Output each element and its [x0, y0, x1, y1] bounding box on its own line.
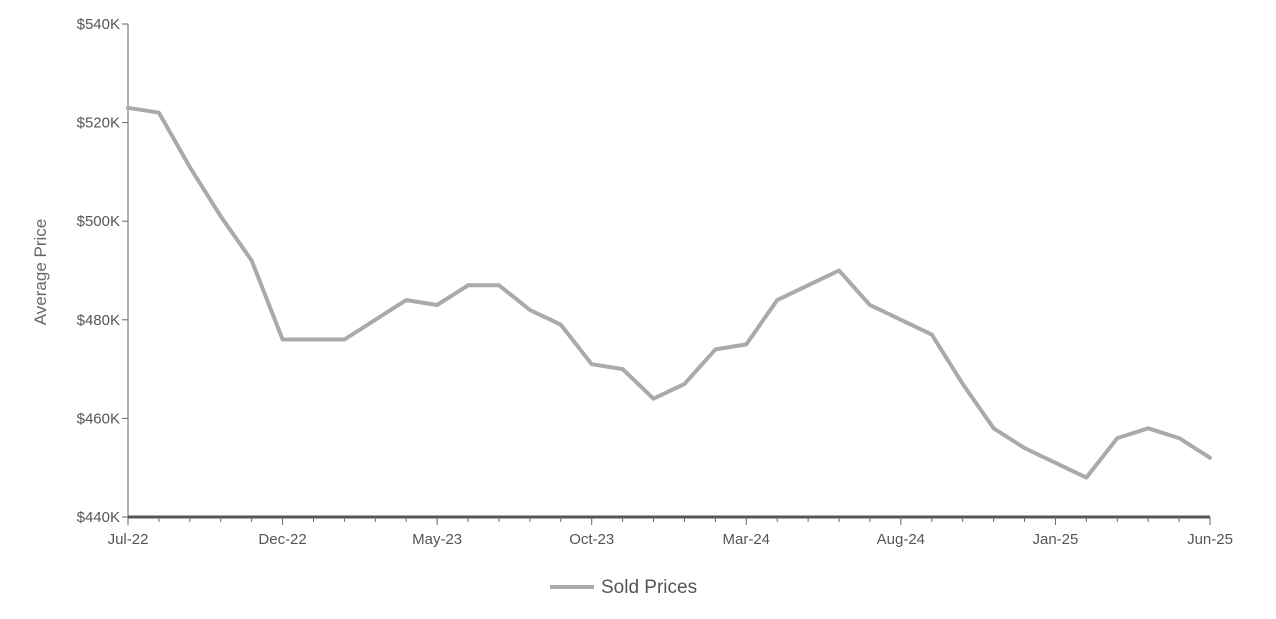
- y-tick-label: $500K: [77, 213, 120, 230]
- series-line-sold-prices: [126, 105, 1212, 480]
- y-tick-label: $480K: [77, 312, 120, 329]
- legend-label-sold-prices: Sold Prices: [601, 577, 697, 598]
- y-tick-label: $440K: [77, 509, 120, 526]
- x-tick-label: Oct-23: [569, 531, 614, 548]
- y-axis: $440K $460K $480K $500K $520K $540K: [77, 16, 129, 526]
- legend[interactable]: Sold Prices: [550, 577, 697, 598]
- x-tick-label: Mar-24: [723, 531, 771, 548]
- series-layer: [126, 105, 1212, 480]
- x-axis: Jul-22 Dec-22 May-23 Oct-23 Mar-24 Aug-24 Jan-…: [108, 515, 1233, 548]
- x-tick-label: Aug-24: [877, 531, 925, 548]
- y-axis-title: Average Price: [31, 219, 50, 325]
- x-tick-label: May-23: [412, 531, 462, 548]
- y-tick-label: $460K: [77, 410, 120, 427]
- x-tick-label: Jul-22: [108, 531, 149, 548]
- y-tick-label: $540K: [77, 16, 120, 33]
- x-tick-label: Dec-22: [258, 531, 306, 548]
- y-tick-label: $520K: [77, 115, 120, 132]
- x-tick-label: Jan-25: [1032, 531, 1078, 548]
- x-tick-label: Jun-25: [1187, 531, 1233, 548]
